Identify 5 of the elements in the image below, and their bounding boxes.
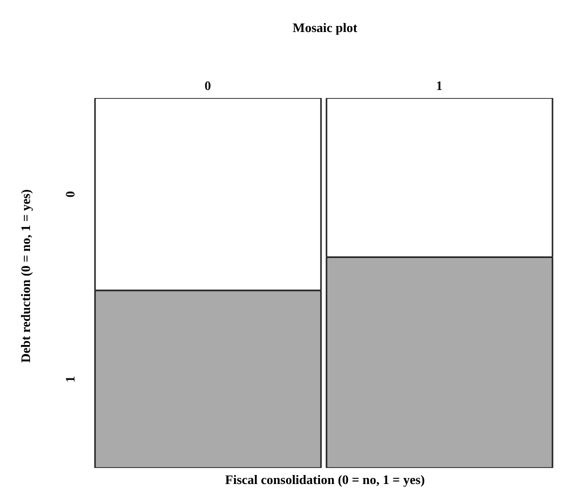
chart-title: Mosaic plot (292, 20, 358, 36)
x-axis-title: Fiscal consolidation (0 = no, 1 = yes) (224, 472, 426, 488)
text: 0 (62, 190, 78, 198)
y-axis-title: Debt reduction (0 = no, 1 = yes) (18, 188, 34, 365)
text: 1 (62, 376, 78, 382)
